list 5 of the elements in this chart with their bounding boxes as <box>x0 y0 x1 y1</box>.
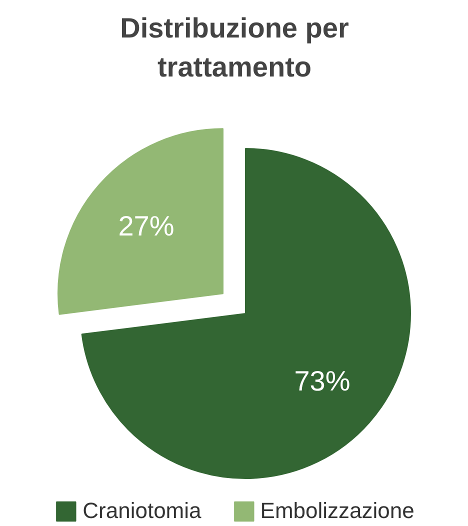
chart-title: Distribuzione per trattamento <box>120 12 349 82</box>
data-label: 73% <box>294 366 350 397</box>
data-label: 27% <box>118 210 174 242</box>
legend-label: Craniotomia <box>82 498 202 524</box>
legend-label: Embolizzazione <box>260 498 414 524</box>
